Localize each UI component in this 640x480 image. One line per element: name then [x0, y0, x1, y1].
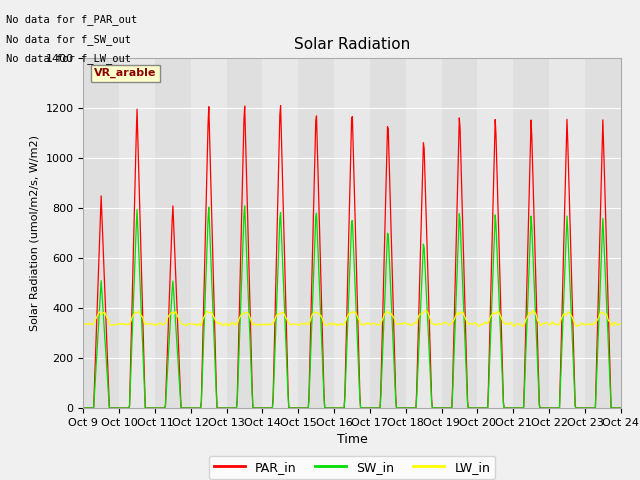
- PAR_in: [89, 405, 97, 411]
- Bar: [585, 58, 621, 408]
- Title: Solar Radiation: Solar Radiation: [294, 37, 410, 52]
- LW_in: [510, 324, 518, 330]
- PAR_in: [418, 195, 426, 201]
- LW_in: [227, 322, 235, 327]
- PAR_in: [199, 336, 207, 342]
- SW_in: [617, 405, 625, 411]
- PAR_in: [79, 405, 87, 411]
- PAR_in: [227, 405, 235, 411]
- Bar: [370, 58, 406, 408]
- LW_in: [422, 308, 429, 313]
- LW_in: [79, 321, 87, 326]
- Line: SW_in: SW_in: [83, 206, 621, 408]
- Text: No data for f_SW_out: No data for f_SW_out: [6, 34, 131, 45]
- SW_in: [241, 203, 248, 209]
- SW_in: [199, 360, 207, 365]
- LW_in: [199, 316, 207, 322]
- LW_in: [145, 322, 152, 327]
- Bar: [227, 58, 262, 408]
- Bar: [442, 58, 477, 408]
- Y-axis label: Solar Radiation (umol/m2/s, W/m2): Solar Radiation (umol/m2/s, W/m2): [30, 135, 40, 331]
- SW_in: [434, 405, 442, 411]
- Bar: [155, 58, 191, 408]
- LW_in: [417, 311, 425, 317]
- Bar: [83, 58, 119, 408]
- SW_in: [89, 405, 97, 411]
- Text: No data for f_PAR_out: No data for f_PAR_out: [6, 14, 138, 25]
- SW_in: [227, 405, 235, 411]
- X-axis label: Time: Time: [337, 433, 367, 446]
- PAR_in: [434, 405, 442, 411]
- Line: PAR_in: PAR_in: [83, 106, 621, 408]
- SW_in: [79, 405, 87, 411]
- PAR_in: [145, 405, 152, 411]
- Line: LW_in: LW_in: [83, 311, 621, 327]
- Text: No data for f_LW_out: No data for f_LW_out: [6, 53, 131, 64]
- PAR_in: [617, 405, 625, 411]
- Bar: [298, 58, 334, 408]
- SW_in: [418, 275, 426, 281]
- PAR_in: [276, 103, 284, 108]
- SW_in: [145, 405, 152, 411]
- LW_in: [434, 322, 442, 327]
- Bar: [513, 58, 549, 408]
- Legend: PAR_in, SW_in, LW_in: PAR_in, SW_in, LW_in: [209, 456, 495, 479]
- LW_in: [89, 322, 97, 328]
- Text: VR_arable: VR_arable: [94, 68, 156, 78]
- LW_in: [617, 321, 625, 326]
